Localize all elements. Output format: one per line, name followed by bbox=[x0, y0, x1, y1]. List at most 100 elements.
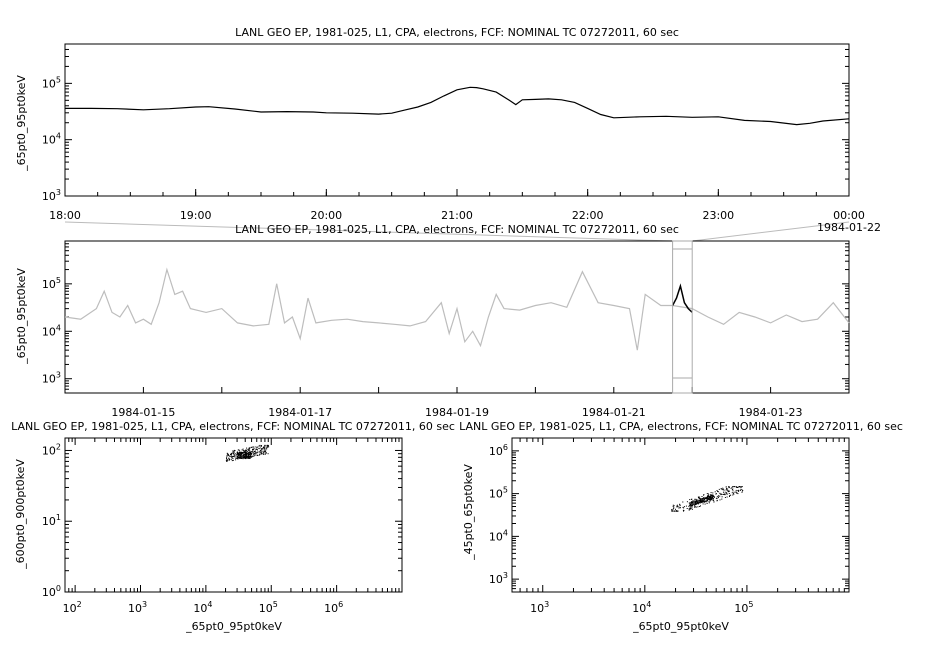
scatter-point bbox=[708, 494, 710, 496]
scatter-point bbox=[683, 510, 685, 512]
scatter-point bbox=[706, 503, 708, 504]
scatter-point bbox=[247, 449, 249, 451]
bottom-right-xlabel: _65pt0_95pt0keV bbox=[632, 620, 729, 633]
scatter-point bbox=[239, 449, 241, 451]
connector-left bbox=[64, 221, 673, 242]
scatter-point bbox=[260, 448, 262, 450]
scatter-point bbox=[725, 492, 727, 494]
scatter-point bbox=[229, 455, 230, 457]
scatter-point bbox=[237, 458, 239, 460]
scatter-point bbox=[707, 495, 709, 497]
scatter-point bbox=[228, 457, 230, 459]
bottom-left-frame bbox=[64, 437, 403, 593]
scatter-point bbox=[709, 500, 711, 502]
x-tick-label: 22:00 bbox=[572, 209, 604, 222]
scatter-point bbox=[239, 455, 241, 457]
scatter-point bbox=[239, 453, 241, 455]
scatter-point bbox=[707, 498, 709, 499]
scatter-point bbox=[239, 455, 241, 457]
scatter-point bbox=[247, 455, 249, 457]
scatter-point bbox=[263, 451, 265, 453]
scatter-point bbox=[230, 454, 232, 456]
middle-panel-series bbox=[64, 267, 850, 351]
scatter-point bbox=[694, 503, 696, 505]
scatter-point bbox=[238, 455, 240, 457]
scatter-point bbox=[712, 498, 714, 500]
scatter-point bbox=[244, 451, 246, 453]
scatter-point bbox=[727, 490, 729, 492]
scatter-point bbox=[728, 493, 730, 494]
scatter-point bbox=[694, 505, 695, 507]
scatter-point bbox=[243, 450, 245, 452]
scatter-point bbox=[686, 501, 688, 503]
scatter-point bbox=[228, 455, 230, 457]
scatter-point bbox=[672, 506, 674, 507]
scatter-point bbox=[244, 452, 246, 454]
scatter-point bbox=[259, 444, 261, 446]
scatter-point bbox=[234, 450, 236, 452]
bottom-right-scatter-panel: LANL GEO EP, 1981-025, L1, CPA, electron… bbox=[459, 420, 903, 633]
scatter-point bbox=[679, 503, 681, 505]
scatter-point bbox=[259, 453, 261, 455]
scatter-point bbox=[242, 455, 244, 457]
scatter-point bbox=[252, 449, 254, 451]
scatter-point bbox=[734, 491, 736, 493]
scatter-point bbox=[260, 449, 262, 451]
scatter-point bbox=[256, 448, 258, 450]
scatter-point bbox=[255, 446, 257, 448]
scatter-point bbox=[717, 495, 719, 497]
scatter-point bbox=[250, 455, 252, 457]
scatter-point bbox=[237, 455, 238, 457]
scatter-point bbox=[710, 494, 712, 496]
scatter-point bbox=[232, 453, 234, 455]
scatter-point bbox=[728, 486, 730, 488]
scatter-point bbox=[693, 504, 695, 506]
scatter-point bbox=[253, 455, 255, 457]
scatter-point bbox=[263, 447, 265, 449]
scatter-point bbox=[267, 453, 269, 455]
scatter-point bbox=[671, 510, 673, 512]
scatter-point bbox=[710, 497, 712, 499]
scatter-point bbox=[700, 505, 701, 507]
scatter-point bbox=[252, 448, 254, 450]
scatter-point bbox=[248, 448, 250, 449]
bottom-right-title: LANL GEO EP, 1981-025, L1, CPA, electron… bbox=[459, 420, 903, 433]
scatter-point bbox=[740, 486, 742, 488]
scatter-point bbox=[234, 454, 236, 456]
scatter-point bbox=[708, 497, 710, 499]
scatter-point bbox=[673, 510, 675, 512]
scatter-point bbox=[739, 486, 741, 488]
scatter-point bbox=[694, 501, 696, 502]
scatter-point bbox=[252, 451, 253, 453]
scatter-point bbox=[245, 456, 247, 458]
scatter-point bbox=[254, 452, 256, 454]
y-tick-label: 104 bbox=[489, 528, 508, 543]
scatter-point bbox=[225, 460, 227, 461]
scatter-point bbox=[696, 501, 698, 503]
scatter-point bbox=[245, 452, 247, 454]
scatter-point bbox=[236, 453, 238, 455]
context-series-line bbox=[64, 267, 850, 351]
scatter-point bbox=[241, 453, 242, 455]
scatter-point bbox=[240, 454, 242, 456]
scatter-point bbox=[691, 502, 692, 504]
scatter-point bbox=[242, 458, 244, 460]
scatter-point bbox=[226, 459, 228, 461]
scatter-point bbox=[707, 493, 709, 495]
scatter-point bbox=[710, 499, 712, 501]
scatter-point bbox=[674, 510, 676, 512]
scatter-point bbox=[244, 456, 246, 458]
scatter-point bbox=[255, 452, 257, 454]
scatter-point bbox=[709, 495, 711, 497]
scatter-point bbox=[673, 507, 675, 509]
scatter-point bbox=[708, 502, 710, 504]
scatter-point bbox=[251, 453, 253, 455]
middle-panel-frame bbox=[64, 240, 850, 394]
scatter-point bbox=[732, 494, 734, 496]
scatter-point bbox=[230, 458, 232, 460]
scatter-point bbox=[705, 500, 707, 502]
scatter-point bbox=[707, 495, 709, 497]
scatter-point bbox=[720, 488, 722, 490]
scatter-point bbox=[250, 451, 252, 453]
scatter-point bbox=[703, 498, 705, 500]
